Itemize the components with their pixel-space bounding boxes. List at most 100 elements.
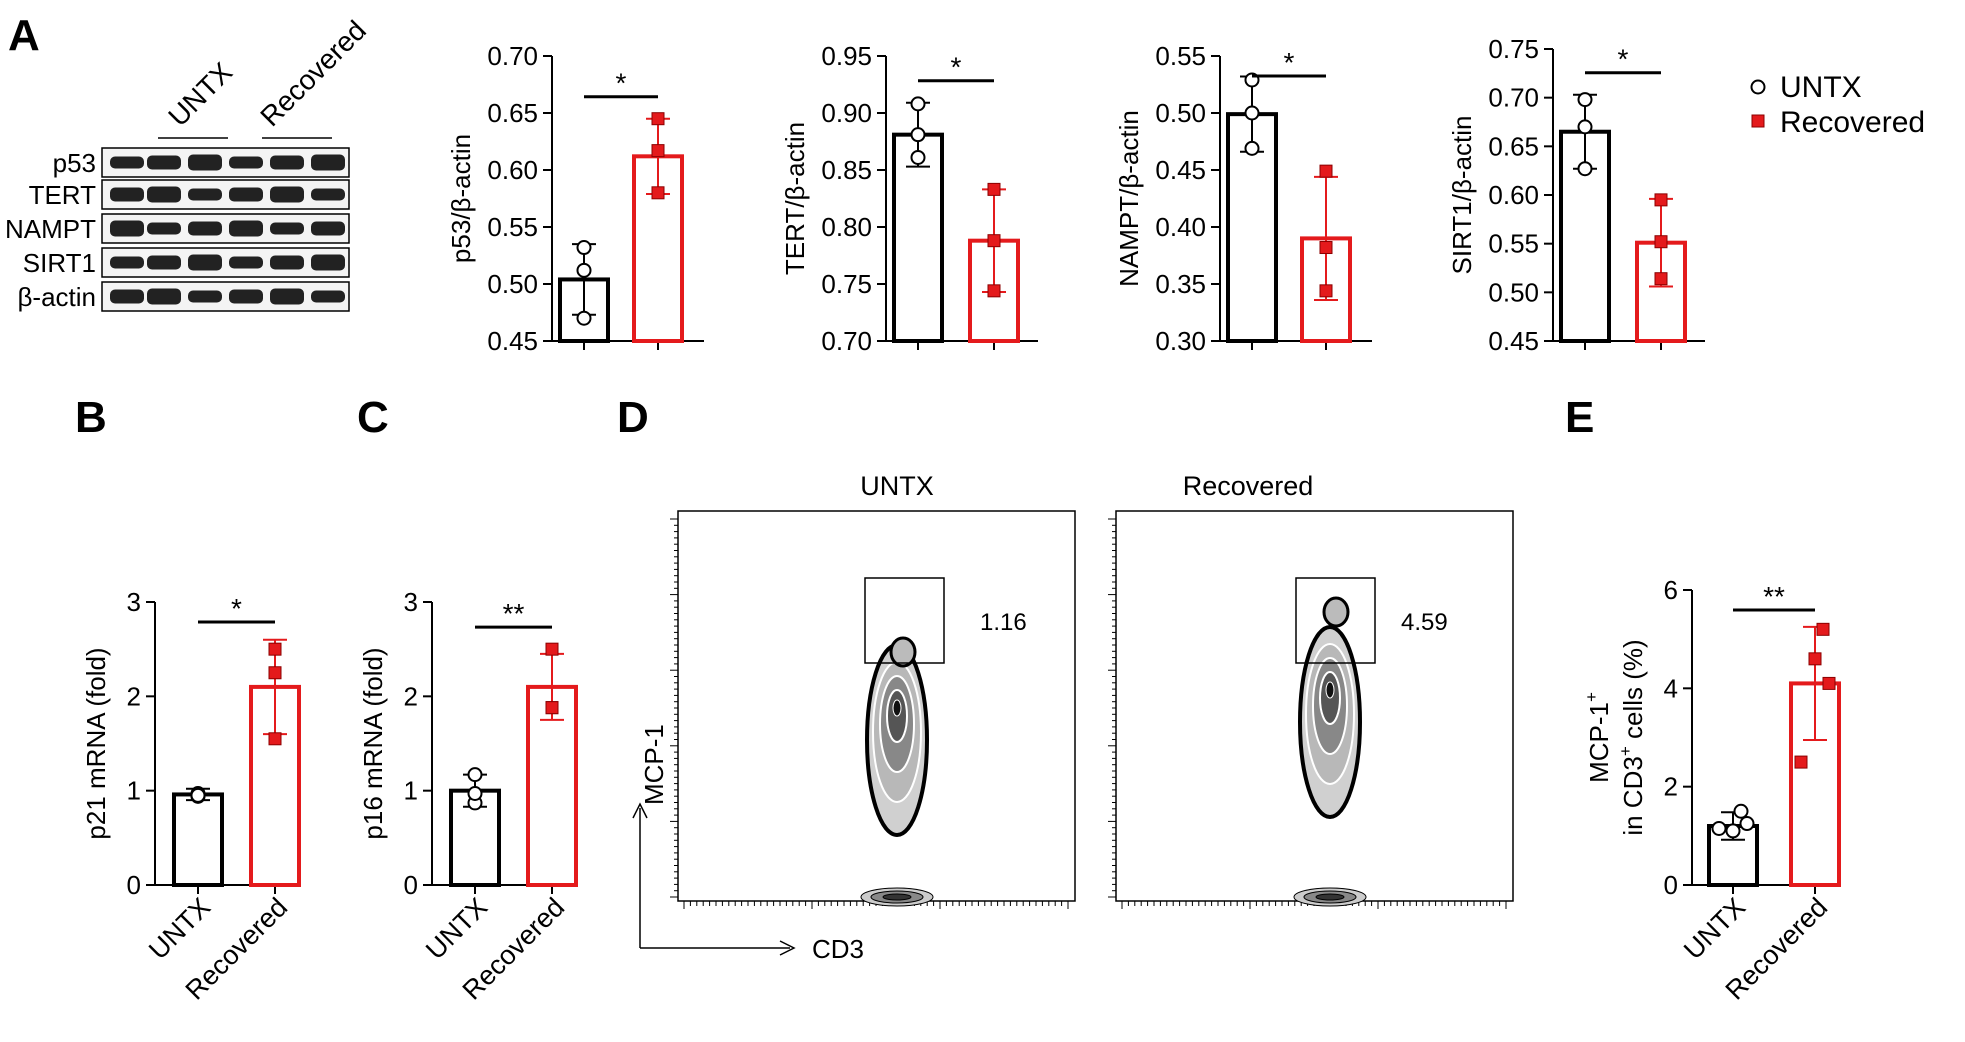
blot-band [147, 186, 181, 203]
y-tick-label: 0.95 [821, 41, 872, 71]
chart-panel-a-1: 0.45 0.50 0.55 0.60 0.65 0.70 p53/β-actin * [446, 41, 704, 356]
blot-band [110, 256, 144, 269]
y-tick-label: 0.80 [821, 212, 872, 242]
y-tick-label: 0.75 [821, 269, 872, 299]
y-tick-label: 1 [404, 776, 418, 806]
x-category-label: UNTX [420, 892, 493, 965]
y-tick-label: 0.45 [487, 326, 538, 356]
data-point-recovered [1319, 284, 1333, 298]
blot-band [229, 289, 263, 304]
data-point-untx [576, 262, 592, 278]
y-tick-label: 0 [127, 870, 141, 900]
significance-stars: * [951, 52, 962, 83]
blot-band [188, 221, 222, 236]
data-point-recovered [268, 732, 282, 746]
flow-x-arrowhead [779, 940, 796, 956]
flow-title-untx: UNTX [860, 471, 934, 501]
y-tick-label: 3 [127, 587, 141, 617]
flow-gate-value-untx: 1.16 [980, 609, 1027, 636]
panel-letter-d: D [617, 393, 649, 442]
data-point-untx [910, 96, 926, 112]
chart-panel-a-4: 0.45 0.50 0.55 0.60 0.65 0.70 0.75 SIRT1/β-acti… [1447, 34, 1705, 356]
y-axis-label: p16 mRNA (fold) [358, 647, 388, 839]
data-point-recovered [1822, 676, 1836, 690]
y-tick-label: 0.90 [821, 98, 872, 128]
data-point-untx [1577, 92, 1593, 108]
blot-band [311, 290, 345, 303]
legend-recovered-label: Recovered [1780, 106, 1925, 139]
blot-band [229, 256, 263, 269]
blot-band [188, 154, 222, 171]
y-tick-label: 0.45 [1488, 326, 1539, 356]
blot-band [270, 288, 304, 305]
y-tick-label: 0.55 [487, 212, 538, 242]
y-axis-label: p53/β-actin [446, 134, 476, 263]
panel-letter-a: A [8, 11, 40, 60]
blot-band [147, 288, 181, 305]
y-tick-label: 1 [127, 776, 141, 806]
y-tick-label: 0.50 [1488, 277, 1539, 307]
blot-protein-label: NAMPT [5, 214, 96, 244]
y-tick-label: 0 [404, 870, 418, 900]
blot-band [110, 187, 144, 202]
blot-group-label-untx: UNTX [162, 56, 238, 132]
flow-cytometry: UNTX Recovered 1.16 4.59 MCP-1 CD3 [632, 471, 1514, 964]
blot-band [147, 155, 181, 170]
y-tick-label: 2 [404, 681, 418, 711]
blot-band [188, 290, 222, 303]
y-tick-label: 4 [1664, 673, 1678, 703]
panel-letter-b: B [75, 393, 107, 442]
blot-row-5 [101, 281, 350, 312]
flow-recovered-cd3-negative-events [1315, 893, 1345, 901]
data-point-untx [467, 767, 483, 783]
blot-protein-label: p53 [53, 148, 96, 178]
x-category-label: UNTX [143, 892, 216, 965]
data-point-recovered [1794, 755, 1808, 769]
y-tick-label: 2 [1664, 772, 1678, 802]
y-tick-label: 0.35 [1155, 269, 1206, 299]
y-tick-label: 0.55 [1488, 229, 1539, 259]
legend-untx-marker [1750, 79, 1766, 95]
blot-protein-label: SIRT1 [23, 248, 96, 278]
data-point-untx [1733, 803, 1749, 819]
flow-y-label: MCP-1 [639, 724, 669, 805]
y-axis-label: TERT/β-actin [780, 122, 810, 275]
flow-x-label: CD3 [812, 934, 864, 964]
y-tick-label: 0.85 [821, 155, 872, 185]
superscript: + [1582, 692, 1601, 702]
data-point-recovered [651, 112, 665, 126]
data-point-untx [576, 310, 592, 326]
blot-band [270, 255, 304, 270]
data-point-untx [1577, 161, 1593, 177]
y-axis-label: NAMPT/β-actin [1114, 110, 1144, 287]
blot-band [229, 220, 263, 237]
significance-stars: ** [503, 598, 525, 629]
y-tick-label: 0.50 [487, 269, 538, 299]
blot-band [110, 289, 144, 304]
flow-gate-untx [864, 577, 945, 664]
flow-recovered-gated-events [1322, 596, 1350, 628]
significance-stars: * [616, 68, 627, 99]
data-point-recovered [987, 182, 1001, 196]
flow-untx-gated-events [889, 636, 917, 668]
blot-band [110, 156, 144, 169]
data-point-recovered [1654, 272, 1668, 286]
data-point-recovered [651, 186, 665, 200]
significance-stars: * [231, 593, 242, 624]
blot-band [311, 154, 345, 171]
blot-protein-label: TERT [29, 180, 97, 210]
flow-recovered-contour [1325, 681, 1335, 699]
y-tick-label: 0.70 [821, 326, 872, 356]
data-point-recovered [1319, 164, 1333, 178]
data-point-untx [1244, 140, 1260, 156]
significance-stars: * [1284, 47, 1295, 78]
blot-band [147, 255, 181, 270]
blot-band [147, 222, 181, 235]
y-tick-label: 0.60 [1488, 180, 1539, 210]
data-point-untx [1739, 816, 1755, 832]
blot-group-label-recovered: Recovered [254, 15, 372, 133]
